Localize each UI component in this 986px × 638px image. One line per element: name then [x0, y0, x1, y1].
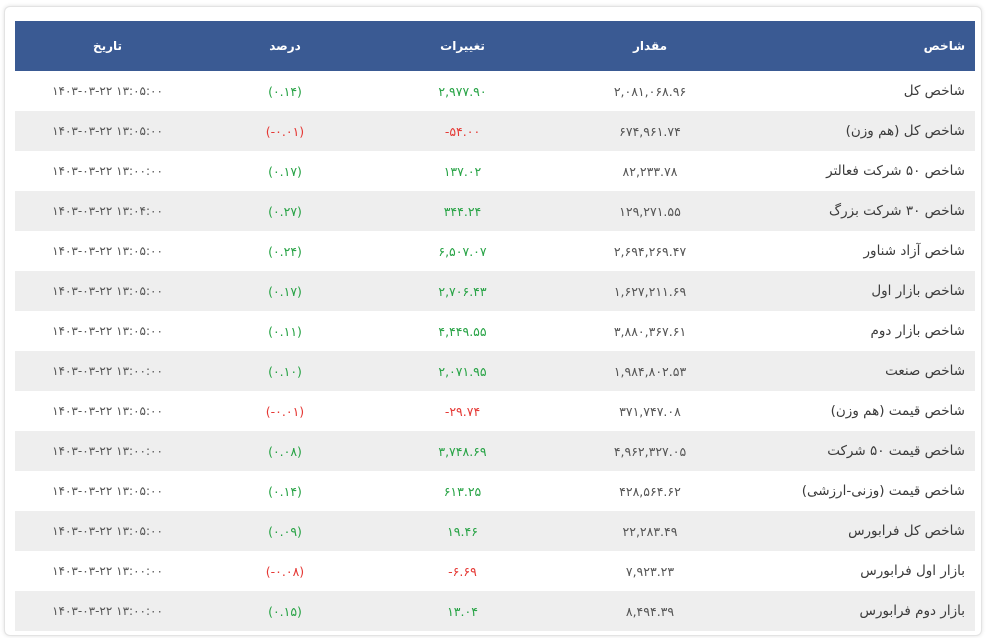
percent-cell: (۰.۱۱): [268, 323, 302, 339]
percent-cell: (۰.۱۰): [268, 363, 302, 379]
date-cell: ۱۴۰۳-۰۳-۲۲ ۱۳:۰۰:۰۰: [52, 164, 163, 178]
change-cell: -۶.۶۹: [448, 563, 477, 579]
index-name-cell: شاخص کل: [903, 83, 965, 99]
table-row[interactable]: شاخص ۳۰ شرکت بزرگ ۱۲۹,۲۷۱.۵۵ ۳۴۴.۲۴ (۰.۲۷) ۱…: [15, 191, 975, 231]
header-change[interactable]: تغییرات: [440, 39, 485, 53]
table-row[interactable]: بازار دوم فرابورس ۸,۴۹۴.۳۹ ۱۳.۰۴ (۰.۱۵) ۱۴۰۳…: [15, 591, 975, 631]
percent-cell: (-۰.۰۸): [265, 563, 305, 579]
percent-cell: (۰.۲۴): [268, 243, 302, 259]
index-value-cell: ۴۲۸,۵۶۴.۶۲: [619, 483, 681, 499]
change-cell: ۳۴۴.۲۴: [443, 203, 482, 219]
index-value-cell: ۱۲۹,۲۷۱.۵۵: [619, 203, 681, 219]
table-row[interactable]: شاخص بازار اول ۱,۶۲۷,۲۱۱.۶۹ ۲,۷۰۶.۴۳ (۰.۱۷)…: [15, 271, 975, 311]
index-name-cell: شاخص صنعت: [885, 363, 965, 379]
index-name-cell: بازار اول فرابورس: [860, 563, 965, 579]
change-cell: -۵۴.۰۰: [444, 123, 481, 139]
index-name-cell: شاخص ۵۰ شرکت فعالتر: [826, 163, 965, 179]
date-cell: ۱۴۰۳-۰۳-۲۲ ۱۳:۰۵:۰۰: [52, 124, 163, 138]
header-percent[interactable]: درصد: [269, 39, 301, 53]
index-name-cell: شاخص آزاد شناور: [863, 243, 965, 259]
date-cell: ۱۴۰۳-۰۳-۲۲ ۱۳:۰۵:۰۰: [52, 484, 163, 498]
index-name-cell: بازار دوم فرابورس: [859, 603, 965, 619]
index-value-cell: ۴,۹۶۲,۳۲۷.۰۵: [613, 443, 687, 459]
index-value-cell: ۲,۶۹۴,۲۶۹.۴۷: [613, 243, 687, 259]
index-name-cell: شاخص قیمت (وزنی-ارزشی): [801, 483, 965, 499]
date-cell: ۱۴۰۳-۰۳-۲۲ ۱۳:۰۰:۰۰: [52, 564, 163, 578]
table-row[interactable]: شاخص قیمت (وزنی-ارزشی) ۴۲۸,۵۶۴.۶۲ ۶۱۳.۲۵ (۰…: [15, 471, 975, 511]
header-name[interactable]: شاخص: [923, 39, 965, 53]
index-name-cell: شاخص قیمت (هم وزن): [830, 403, 965, 419]
table-row[interactable]: شاخص صنعت ۱,۹۸۴,۸۰۲.۵۳ ۲,۰۷۱.۹۵ (۰.۱۰) ۱۴۰۳-…: [15, 351, 975, 391]
date-cell: ۱۴۰۳-۰۳-۲۲ ۱۳:۰۵:۰۰: [52, 244, 163, 258]
date-cell: ۱۴۰۳-۰۳-۲۲ ۱۳:۰۵:۰۰: [52, 524, 163, 538]
table-row[interactable]: بازار اول فرابورس ۷,۹۲۳.۲۳ -۶.۶۹ (-۰.۰۸) ۱۴۰…: [15, 551, 975, 591]
percent-cell: (۰.۲۷): [268, 203, 302, 219]
header-value[interactable]: مقدار: [632, 39, 668, 53]
table-row[interactable]: شاخص قیمت (هم وزن) ۳۷۱,۷۴۷.۰۸ -۲۹.۷۴ (-۰.۰۱…: [15, 391, 975, 431]
index-name-cell: شاخص بازار دوم: [870, 323, 965, 339]
index-name-cell: شاخص قیمت ۵۰ شرکت: [827, 443, 965, 459]
change-cell: ۳,۷۴۸.۶۹: [438, 443, 487, 459]
percent-cell: (۰.۱۷): [268, 283, 302, 299]
header-date[interactable]: تاریخ: [92, 39, 123, 53]
table-body: شاخص کل ۲,۰۸۱,۰۶۸.۹۶ ۲,۹۷۷.۹۰ (۰.۱۴) ۱۴۰۳-۰۳…: [15, 71, 975, 631]
index-value-cell: ۸,۴۹۴.۳۹: [625, 603, 675, 619]
percent-cell: (۰.۱۴): [268, 83, 302, 99]
date-cell: ۱۴۰۳-۰۳-۲۲ ۱۳:۰۰:۰۰: [52, 364, 163, 378]
percent-cell: (۰.۱۵): [268, 603, 302, 619]
percent-cell: (۰.۰۸): [268, 443, 302, 459]
index-name-cell: شاخص کل (هم وزن): [845, 123, 965, 139]
change-cell: ۶,۵۰۷.۰۷: [438, 243, 487, 259]
change-cell: ۲,۰۷۱.۹۵: [438, 363, 487, 379]
table-row[interactable]: شاخص قیمت ۵۰ شرکت ۴,۹۶۲,۳۲۷.۰۵ ۳,۷۴۸.۶۹ (۰.…: [15, 431, 975, 471]
change-cell: ۱۳.۰۴: [447, 603, 478, 619]
index-value-cell: ۱,۶۲۷,۲۱۱.۶۹: [613, 283, 687, 299]
table-row[interactable]: شاخص کل (هم وزن) ۶۷۴,۹۶۱.۷۴ -۵۴.۰۰ (-۰.۰۱) ۱…: [15, 111, 975, 151]
percent-cell: (۰.۱۷): [268, 163, 302, 179]
date-cell: ۱۴۰۳-۰۳-۲۲ ۱۳:۰۵:۰۰: [52, 404, 163, 418]
market-index-table: شاخص مقدار تغییرات درصد تاریخ شاخص کل ۲,۰…: [15, 21, 975, 631]
index-name-cell: شاخص بازار اول: [871, 283, 965, 299]
change-cell: ۱۹.۴۶: [447, 523, 478, 539]
date-cell: ۱۴۰۳-۰۳-۲۲ ۱۳:۰۴:۰۰: [52, 204, 163, 218]
index-name-cell: شاخص کل فرابورس: [848, 523, 965, 539]
table-row[interactable]: شاخص ۵۰ شرکت فعالتر ۸۲,۲۳۳.۷۸ ۱۳۷.۰۲ (۰.۱۷)…: [15, 151, 975, 191]
change-cell: ۶۱۳.۲۵: [443, 483, 482, 499]
change-cell: ۲,۹۷۷.۹۰: [438, 83, 487, 99]
index-value-cell: ۲۲,۲۸۳.۴۹: [622, 523, 678, 539]
index-value-cell: ۱,۹۸۴,۸۰۲.۵۳: [613, 363, 687, 379]
change-cell: ۱۳۷.۰۲: [443, 163, 482, 179]
date-cell: ۱۴۰۳-۰۳-۲۲ ۱۳:۰۰:۰۰: [52, 604, 163, 618]
table-row[interactable]: شاخص کل فرابورس ۲۲,۲۸۳.۴۹ ۱۹.۴۶ (۰.۰۹) ۱۴۰۳-…: [15, 511, 975, 551]
table-row[interactable]: شاخص کل ۲,۰۸۱,۰۶۸.۹۶ ۲,۹۷۷.۹۰ (۰.۱۴) ۱۴۰۳-۰۳…: [15, 71, 975, 111]
index-name-cell: شاخص ۳۰ شرکت بزرگ: [829, 203, 965, 219]
index-value-cell: ۳۷۱,۷۴۷.۰۸: [619, 403, 681, 419]
date-cell: ۱۴۰۳-۰۳-۲۲ ۱۳:۰۵:۰۰: [52, 324, 163, 338]
change-cell: ۲,۷۰۶.۴۳: [438, 283, 487, 299]
index-table-container: شاخص مقدار تغییرات درصد تاریخ شاخص کل ۲,۰…: [15, 21, 975, 631]
index-value-cell: ۳,۸۸۰,۳۶۷.۶۱: [613, 323, 687, 339]
percent-cell: (-۰.۰۱): [265, 403, 305, 419]
percent-cell: (۰.۱۴): [268, 483, 302, 499]
date-cell: ۱۴۰۳-۰۳-۲۲ ۱۳:۰۵:۰۰: [52, 84, 163, 98]
percent-cell: (-۰.۰۱): [265, 123, 305, 139]
date-cell: ۱۴۰۳-۰۳-۲۲ ۱۳:۰۰:۰۰: [52, 444, 163, 458]
table-row[interactable]: شاخص بازار دوم ۳,۸۸۰,۳۶۷.۶۱ ۴,۴۴۹.۵۵ (۰.۱۱)…: [15, 311, 975, 351]
change-cell: -۲۹.۷۴: [444, 403, 481, 419]
table-row[interactable]: شاخص آزاد شناور ۲,۶۹۴,۲۶۹.۴۷ ۶,۵۰۷.۰۷ (۰.۲۴…: [15, 231, 975, 271]
date-cell: ۱۴۰۳-۰۳-۲۲ ۱۳:۰۵:۰۰: [52, 284, 163, 298]
index-table-card: شاخص مقدار تغییرات درصد تاریخ شاخص کل ۲,۰…: [4, 6, 982, 636]
index-value-cell: ۷,۹۲۳.۲۳: [625, 563, 675, 579]
index-value-cell: ۶۷۴,۹۶۱.۷۴: [619, 123, 681, 139]
index-value-cell: ۸۲,۲۳۳.۷۸: [622, 163, 678, 179]
table-header-row: شاخص مقدار تغییرات درصد تاریخ: [15, 21, 975, 71]
index-value-cell: ۲,۰۸۱,۰۶۸.۹۶: [613, 83, 687, 99]
change-cell: ۴,۴۴۹.۵۵: [438, 323, 487, 339]
percent-cell: (۰.۰۹): [268, 523, 302, 539]
